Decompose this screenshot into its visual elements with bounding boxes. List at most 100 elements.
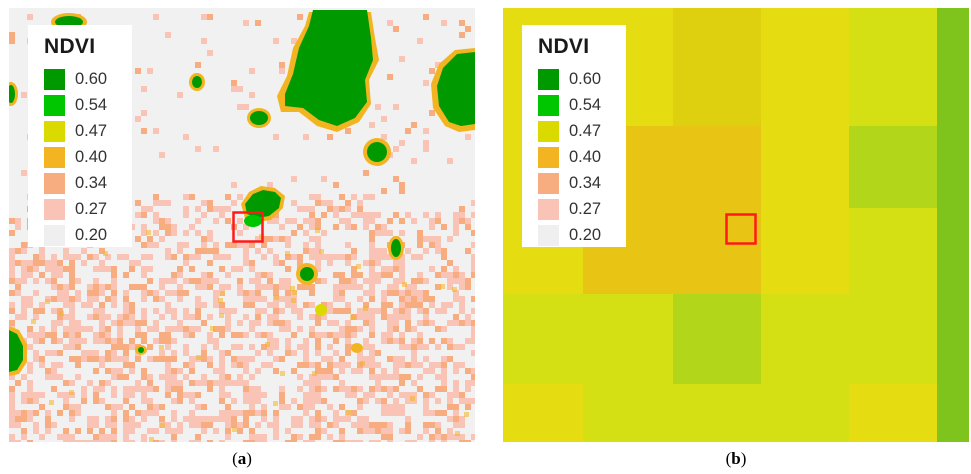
ndvi-pixel bbox=[210, 326, 215, 331]
ndvi-pixel bbox=[279, 392, 285, 398]
ndvi-pixel bbox=[375, 440, 381, 442]
ndvi-pixel bbox=[213, 326, 219, 332]
ndvi-pixel bbox=[274, 295, 279, 300]
ndvi-pixel bbox=[171, 428, 177, 434]
panel-caption-b: (b) bbox=[725, 449, 747, 468]
ndvi-pixel bbox=[165, 362, 171, 368]
ndvi-pixel bbox=[135, 116, 141, 122]
ndvi-pixel bbox=[75, 338, 81, 344]
ndvi-pixel bbox=[75, 254, 81, 260]
ndvi-pixel bbox=[177, 386, 183, 392]
ndvi-pixel bbox=[267, 284, 273, 290]
ndvi-pixel bbox=[237, 332, 243, 338]
ndvi-pixel bbox=[183, 206, 189, 212]
ndvi-pixel bbox=[375, 104, 381, 110]
legend-swatch bbox=[538, 224, 559, 246]
ndvi-pixel bbox=[201, 272, 207, 278]
legend-swatch bbox=[538, 146, 559, 168]
ndvi-pixel bbox=[273, 344, 279, 350]
ndvi-pixel bbox=[51, 254, 57, 260]
coarse-pixel bbox=[761, 8, 850, 127]
ndvi-pixel bbox=[429, 68, 435, 74]
ndvi-pixel bbox=[63, 314, 69, 320]
ndvi-pixel bbox=[350, 315, 355, 320]
ndvi-pixel bbox=[99, 440, 105, 442]
ndvi-pixel bbox=[315, 398, 321, 404]
ndvi-pixel bbox=[33, 254, 39, 260]
ndvi-pixel bbox=[189, 368, 195, 374]
ndvi-pixel bbox=[459, 20, 465, 26]
ndvi-pixel bbox=[297, 314, 303, 320]
ndvi-pixel bbox=[249, 320, 255, 326]
ndvi-pixel bbox=[471, 260, 475, 266]
ndvi-pixel bbox=[273, 308, 279, 314]
ndvi-pixel bbox=[135, 68, 141, 74]
ndvi-pixel bbox=[441, 266, 447, 272]
ndvi-pixel bbox=[369, 230, 375, 236]
ndvi-pixel bbox=[267, 236, 273, 242]
ndvi-pixel bbox=[393, 314, 399, 320]
ndvi-pixel bbox=[243, 398, 249, 404]
ndvi-pixel bbox=[405, 428, 411, 434]
ndvi-pixel bbox=[357, 350, 363, 356]
ndvi-pixel bbox=[351, 278, 357, 284]
ndvi-pixel bbox=[303, 338, 309, 344]
ndvi-pixel bbox=[237, 362, 243, 368]
ndvi-pixel bbox=[339, 290, 345, 296]
ndvi-pixel bbox=[195, 416, 201, 422]
ndvi-pixel bbox=[399, 332, 405, 338]
ndvi-pixel bbox=[75, 332, 81, 338]
ndvi-pixel bbox=[243, 368, 249, 374]
ndvi-pixel bbox=[273, 290, 279, 296]
ndvi-pixel bbox=[201, 242, 207, 248]
ndvi-pixel bbox=[45, 299, 50, 304]
ndvi-pixel bbox=[369, 248, 375, 254]
ndvi-pixel bbox=[9, 260, 15, 266]
ndvi-pixel bbox=[333, 224, 339, 230]
ndvi-pixel bbox=[117, 332, 123, 338]
ndvi-pixel bbox=[129, 368, 135, 374]
ndvi-pixel bbox=[129, 416, 135, 422]
ndvi-pixel bbox=[267, 320, 273, 326]
ndvi-pixel bbox=[399, 410, 405, 416]
ndvi-pixel bbox=[387, 20, 393, 26]
ndvi-pixel bbox=[399, 344, 405, 350]
ndvi-pixel bbox=[153, 242, 159, 248]
ndvi-pixel bbox=[249, 404, 255, 410]
ndvi-pixel bbox=[231, 398, 237, 404]
ndvi-pixel bbox=[141, 440, 147, 442]
ndvi-pixel bbox=[363, 302, 369, 308]
ndvi-pixel bbox=[207, 272, 213, 278]
ndvi-pixel bbox=[249, 410, 255, 416]
ndvi-legend: NDVI 0.60 0.54 0.47 0.40 0.34 0.27 0.20 bbox=[522, 25, 626, 247]
ndvi-pixel bbox=[255, 20, 261, 26]
vegetation-patch bbox=[9, 85, 15, 103]
ndvi-pixel bbox=[171, 410, 177, 416]
ndvi-pixel bbox=[290, 286, 295, 291]
ndvi-pixel bbox=[405, 128, 411, 134]
ndvi-pixel bbox=[201, 344, 207, 350]
ndvi-pixel bbox=[297, 386, 303, 392]
ndvi-pixel bbox=[309, 380, 315, 386]
ndvi-pixel bbox=[429, 368, 435, 374]
ndvi-pixel bbox=[455, 431, 460, 436]
ndvi-pixel bbox=[447, 434, 453, 440]
ndvi-pixel bbox=[105, 326, 111, 332]
ndvi-pixel bbox=[153, 194, 159, 200]
ndvi-pixel bbox=[93, 356, 99, 362]
ndvi-pixel bbox=[423, 308, 429, 314]
ndvi-pixel bbox=[441, 440, 447, 442]
ndvi-pixel bbox=[273, 314, 279, 320]
ndvi-pixel bbox=[93, 308, 99, 314]
ndvi-pixel bbox=[123, 392, 129, 398]
ndvi-pixel bbox=[189, 332, 195, 338]
ndvi-pixel bbox=[291, 434, 297, 440]
ndvi-pixel bbox=[219, 392, 225, 398]
ndvi-pixel bbox=[129, 392, 135, 398]
ndvi-pixel bbox=[171, 308, 177, 314]
ndvi-pixel bbox=[15, 284, 21, 290]
ndvi-pixel bbox=[423, 320, 429, 326]
ndvi-map-panel-b: NDVI 0.60 0.54 0.47 0.40 0.34 0.27 0.20 bbox=[503, 8, 969, 442]
ndvi-pixel bbox=[177, 296, 183, 302]
ndvi-pixel bbox=[111, 410, 117, 416]
